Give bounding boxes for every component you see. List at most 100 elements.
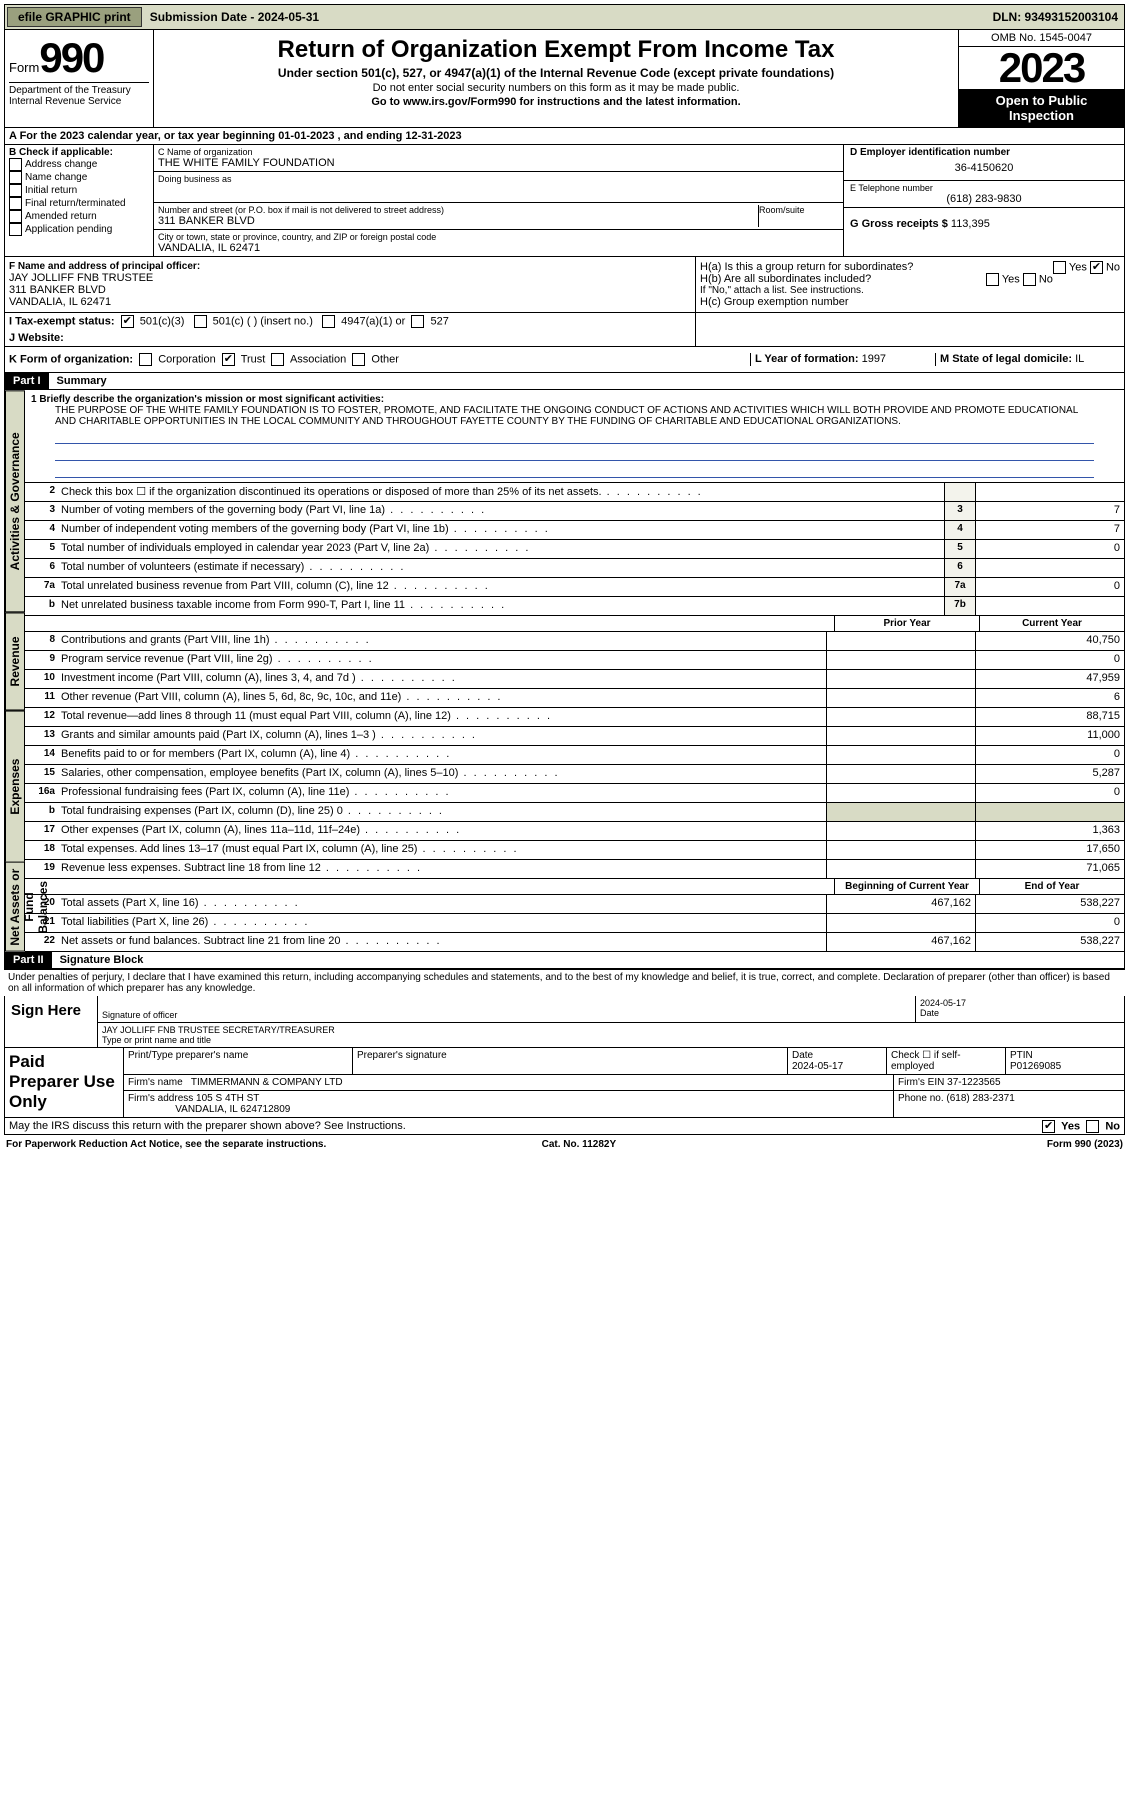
line-2: 2 Check this box ☐ if the organization d… (25, 483, 1125, 502)
chk-amended-return[interactable]: Amended return (9, 210, 149, 223)
prior-year-header: Prior Year (834, 616, 979, 631)
line-14: 14 Benefits paid to or for members (Part… (25, 746, 1125, 765)
sign-here-label: Sign Here (5, 996, 98, 1047)
end-year-header: End of Year (979, 879, 1124, 894)
submission-date-label: Submission Date - 2024-05-31 (144, 8, 325, 26)
paid-preparer-label: Paid Preparer Use Only (5, 1048, 124, 1117)
ein-value: 36-4150620 (850, 158, 1118, 178)
chk-corporation[interactable] (139, 353, 152, 366)
line-13: 13 Grants and similar amounts paid (Part… (25, 727, 1125, 746)
sign-date: 2024-05-17 (920, 998, 1120, 1008)
room-suite-label: Room/suite (759, 205, 839, 227)
form-word: Form (9, 60, 39, 75)
chk-4947[interactable] (322, 315, 335, 328)
firm-addr: 105 S 4TH ST (196, 1093, 259, 1104)
self-employed-check[interactable]: Check ☐ if self-employed (887, 1048, 1006, 1074)
footer-form-ref: Form 990 (2023) (1047, 1139, 1123, 1150)
year-formation-label: L Year of formation: (755, 353, 859, 365)
line-3: 3 Number of voting members of the govern… (25, 502, 1125, 521)
chk-address-change[interactable]: Address change (9, 158, 149, 171)
open-to-public-label: Open to Public Inspection (959, 89, 1124, 127)
form-subtitle-1: Under section 501(c), 527, or 4947(a)(1)… (162, 66, 950, 80)
dba-label: Doing business as (158, 174, 839, 184)
group-return-block: H(a) Is this a group return for subordin… (696, 257, 1124, 312)
page-footer: For Paperwork Reduction Act Notice, see … (4, 1135, 1125, 1154)
discuss-yes[interactable] (1042, 1120, 1055, 1133)
chk-trust[interactable] (222, 353, 235, 366)
officer-name: JAY JOLLIFF FNB TRUSTEE (9, 272, 691, 284)
efile-button[interactable]: efile GRAPHIC print (7, 7, 142, 27)
line-5: 5 Total number of individuals employed i… (25, 540, 1125, 559)
part-2-header-row: Part II Signature Block (4, 952, 1125, 969)
firm-ein: 37-1223565 (947, 1077, 1000, 1088)
part-1-title: Summary (49, 373, 115, 389)
discuss-row: May the IRS discuss this return with the… (4, 1118, 1125, 1135)
firm-name: TIMMERMANN & COMPANY LTD (191, 1077, 343, 1088)
hb-label: H(b) Are all subordinates included? (700, 273, 871, 285)
form-subtitle-2: Do not enter social security numbers on … (162, 82, 950, 94)
chk-name-change[interactable]: Name change (9, 171, 149, 184)
chk-other[interactable] (352, 353, 365, 366)
department-label: Department of the Treasury Internal Reve… (9, 82, 149, 107)
form-number-block: Form990 Department of the Treasury Inter… (5, 30, 154, 127)
officer-city: VANDALIA, IL 62471 (9, 296, 691, 308)
org-name: THE WHITE FAMILY FOUNDATION (158, 157, 839, 169)
firm-city: VANDALIA, IL 624712809 (175, 1104, 290, 1115)
paid-preparer-block: Paid Preparer Use Only Print/Type prepar… (5, 1048, 1124, 1117)
dln-label: DLN: 93493152003104 (987, 8, 1124, 26)
ein-label: D Employer identification number (850, 147, 1118, 158)
preparer-name-header: Print/Type preparer's name (124, 1048, 353, 1074)
line-6: 6 Total number of volunteers (estimate i… (25, 559, 1125, 578)
firm-phone-label: Phone no. (898, 1093, 944, 1104)
chk-initial-return[interactable]: Initial return (9, 184, 149, 197)
addr-label: Number and street (or P.O. box if mail i… (158, 205, 758, 215)
chk-527[interactable] (411, 315, 424, 328)
column-headers-1: Prior Year Current Year (25, 616, 1125, 632)
vtab-expenses: Expenses (5, 711, 25, 863)
firm-name-label: Firm's name (128, 1077, 185, 1088)
line-21: 21 Total liabilities (Part X, line 26) 0 (25, 914, 1125, 933)
hb-no[interactable] (1023, 273, 1036, 286)
part-1-header-row: Part I Summary (4, 373, 1125, 390)
ha-label: H(a) Is this a group return for subordin… (700, 261, 913, 273)
hb-yes[interactable] (986, 273, 999, 286)
chk-501c[interactable] (194, 315, 207, 328)
chk-association[interactable] (271, 353, 284, 366)
chk-final-return[interactable]: Final return/terminated (9, 197, 149, 210)
line-b: b Net unrelated business taxable income … (25, 597, 1125, 616)
year-formation-value: 1997 (862, 353, 886, 365)
firm-phone: (618) 283-2371 (946, 1093, 1014, 1104)
footer-cat-no: Cat. No. 11282Y (542, 1139, 616, 1150)
header-title-block: Return of Organization Exempt From Incom… (154, 30, 958, 127)
line-9: 9 Program service revenue (Part VIII, li… (25, 651, 1125, 670)
chk-application-pending[interactable]: Application pending (9, 223, 149, 236)
line-4: 4 Number of independent voting members o… (25, 521, 1125, 540)
line-10: 10 Investment income (Part VIII, column … (25, 670, 1125, 689)
part-2-badge: Part II (5, 952, 52, 968)
line-11: 11 Other revenue (Part VIII, column (A),… (25, 689, 1125, 708)
firm-ein-label: Firm's EIN (898, 1077, 947, 1088)
state-domicile-label: M State of legal domicile: (940, 353, 1072, 365)
preparer-date: 2024-05-17 (792, 1061, 843, 1072)
discuss-no[interactable] (1086, 1120, 1099, 1133)
col-d-right: D Employer identification number 36-4150… (843, 145, 1124, 256)
ptin-value: P01269085 (1010, 1061, 1061, 1072)
footer-left: For Paperwork Reduction Act Notice, see … (6, 1139, 326, 1150)
column-headers-2: Beginning of Current Year End of Year (25, 879, 1125, 895)
org-name-label: C Name of organization (158, 147, 839, 157)
identity-block: B Check if applicable: Address change Na… (4, 145, 1125, 257)
line-b: b Total fundraising expenses (Part IX, c… (25, 803, 1125, 822)
city-label: City or town, state or province, country… (158, 232, 839, 242)
chk-501c3[interactable] (121, 315, 134, 328)
vtab-net-assets: Net Assets or Fund Balances (5, 862, 25, 952)
form-title: Return of Organization Exempt From Incom… (162, 36, 950, 64)
line-15: 15 Salaries, other compensation, employe… (25, 765, 1125, 784)
city-state-zip: VANDALIA, IL 62471 (158, 242, 839, 254)
line-18: 18 Total expenses. Add lines 13–17 (must… (25, 841, 1125, 860)
discuss-label: May the IRS discuss this return with the… (9, 1120, 406, 1132)
ha-yes[interactable] (1053, 261, 1066, 274)
form-subtitle-3: Go to www.irs.gov/Form990 for instructio… (162, 96, 950, 108)
preparer-date-header: Date (792, 1050, 813, 1061)
ha-no[interactable] (1090, 261, 1103, 274)
firm-addr-label: Firm's address (128, 1093, 196, 1104)
